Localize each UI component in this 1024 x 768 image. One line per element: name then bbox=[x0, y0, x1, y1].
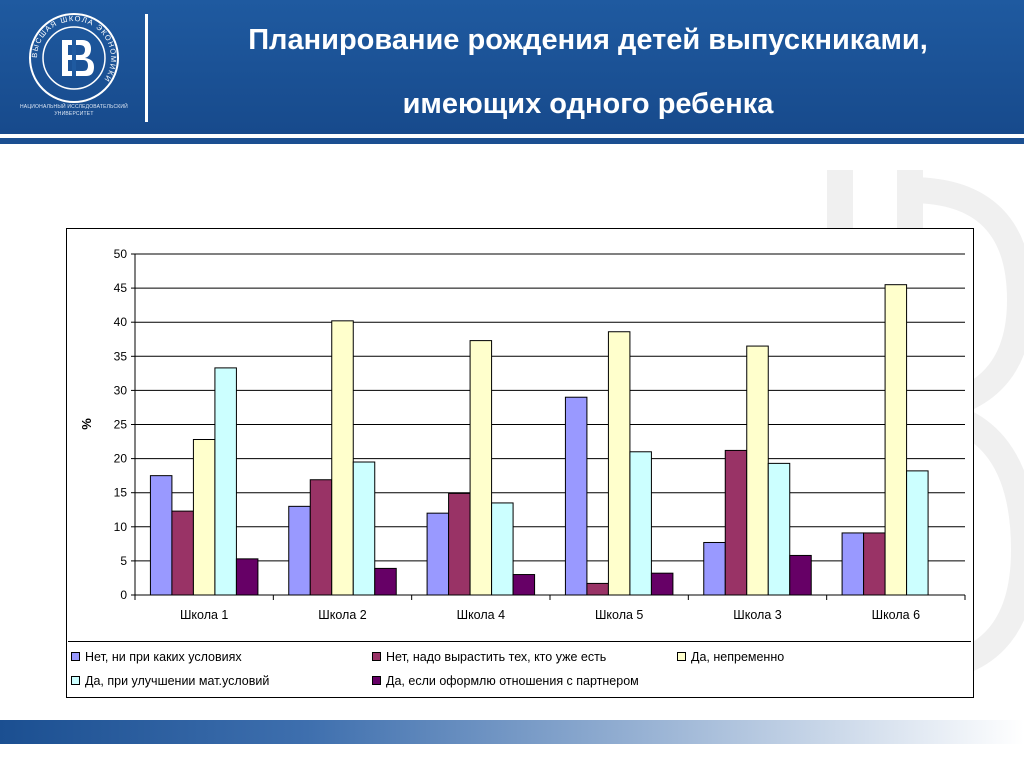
bar bbox=[235, 558, 259, 596]
bar bbox=[650, 572, 674, 596]
bar bbox=[746, 345, 769, 596]
logo-caption: НАЦИОНАЛЬНЫЙ ИССЛЕДОВАТЕЛЬСКИЙ УНИВЕРСИТ… bbox=[20, 104, 128, 117]
bar bbox=[214, 367, 237, 596]
y-tick-label: 15 bbox=[114, 486, 128, 500]
bar bbox=[426, 512, 450, 596]
legend-item: Да, если оформлю отношения с партнером bbox=[372, 674, 639, 688]
header-rule-white bbox=[0, 134, 1024, 138]
bar bbox=[352, 461, 376, 596]
bar bbox=[724, 449, 748, 596]
bar bbox=[703, 541, 726, 596]
legend-item: Да, при улучшении мат.условий bbox=[71, 674, 269, 688]
legend-swatch bbox=[372, 676, 381, 686]
university-logo-icon: ВЫСШАЯ ШКОЛА ЭКОНОМИКИ bbox=[29, 13, 119, 103]
bar bbox=[607, 331, 631, 596]
chart-legend: Нет, ни при каких условиях Нет, надо выра… bbox=[68, 641, 971, 691]
bar bbox=[512, 574, 536, 596]
legend-item: Нет, ни при каких условиях bbox=[71, 650, 242, 664]
y-tick-label: 20 bbox=[114, 452, 128, 466]
bar bbox=[767, 462, 791, 596]
bar bbox=[171, 510, 194, 596]
chart-axes: 0 5 10 15 20 25 30 35 40 45 50 Школа 1 Школа 2 Школа … bbox=[114, 247, 966, 622]
bar bbox=[448, 492, 471, 596]
slide-title: Планирование рождения детей выпускниками… bbox=[152, 8, 1024, 136]
y-tick-label: 5 bbox=[120, 554, 127, 568]
bar-chart: 0 5 10 15 20 25 30 35 40 45 50 Школа 1 Школа 2 Школа … bbox=[79, 247, 966, 622]
legend-label: Да, непременно bbox=[691, 650, 785, 664]
legend-item: Нет, надо вырастить тех, кто уже есть bbox=[372, 650, 606, 664]
bar bbox=[288, 505, 311, 596]
y-tick-label: 35 bbox=[114, 349, 128, 363]
slide-header: ВЫСШАЯ ШКОЛА ЭКОНОМИКИ НАЦИОНАЛЬНЫЙ ИССЛ… bbox=[0, 0, 1024, 134]
bar bbox=[789, 554, 812, 596]
header-rule-blue bbox=[0, 138, 1024, 144]
bar bbox=[331, 320, 354, 596]
y-tick-label: 40 bbox=[114, 315, 128, 329]
footer-gradient-bar bbox=[0, 720, 1024, 744]
legend-label: Да, если оформлю отношения с партнером bbox=[386, 674, 639, 688]
y-tick-label: 45 bbox=[114, 281, 128, 295]
x-tick-label: Школа 4 bbox=[457, 608, 505, 622]
bar bbox=[629, 451, 652, 596]
title-line-2: имеющих одного ребенка bbox=[402, 88, 774, 120]
bar bbox=[491, 502, 514, 596]
bar bbox=[149, 475, 173, 596]
bar bbox=[863, 532, 886, 596]
y-tick-label: 0 bbox=[120, 588, 127, 602]
legend-swatch bbox=[71, 652, 80, 662]
bar bbox=[906, 470, 929, 596]
bar bbox=[884, 284, 908, 596]
bar bbox=[309, 479, 333, 596]
x-tick-label: Школа 6 bbox=[872, 608, 920, 622]
x-tick-label: Школа 5 bbox=[595, 608, 643, 622]
y-tick-label: 50 bbox=[114, 247, 128, 261]
legend-label: Да, при улучшении мат.условий bbox=[85, 674, 270, 688]
chart-gridlines bbox=[135, 253, 965, 596]
header-divider bbox=[145, 14, 148, 122]
legend-item: Да, непременно bbox=[677, 650, 784, 664]
legend-label: Нет, ни при каких условиях bbox=[85, 650, 242, 664]
y-axis-label: % bbox=[79, 418, 94, 430]
x-tick-label: Школа 3 bbox=[733, 608, 781, 622]
chart-frame: 0 5 10 15 20 25 30 35 40 45 50 Школа 1 Школа 2 Школа … bbox=[66, 228, 974, 698]
y-tick-label: 30 bbox=[114, 383, 128, 397]
legend-swatch bbox=[71, 676, 80, 686]
y-tick-label: 25 bbox=[114, 418, 128, 432]
bar bbox=[841, 532, 865, 596]
legend-swatch bbox=[677, 652, 686, 662]
bar bbox=[192, 439, 216, 596]
x-tick-label: Школа 1 bbox=[180, 608, 228, 622]
legend-swatch bbox=[372, 652, 381, 662]
x-tick-label: Школа 2 bbox=[318, 608, 366, 622]
bar bbox=[469, 340, 493, 596]
bar bbox=[564, 396, 588, 596]
y-tick-label: 10 bbox=[114, 520, 128, 534]
legend-label: Нет, надо вырастить тех, кто уже есть bbox=[386, 650, 607, 664]
title-line-1: Планирование рождения детей выпускниками… bbox=[248, 24, 928, 56]
chart-bars bbox=[149, 284, 929, 596]
bar bbox=[374, 567, 397, 596]
bar bbox=[586, 582, 609, 596]
